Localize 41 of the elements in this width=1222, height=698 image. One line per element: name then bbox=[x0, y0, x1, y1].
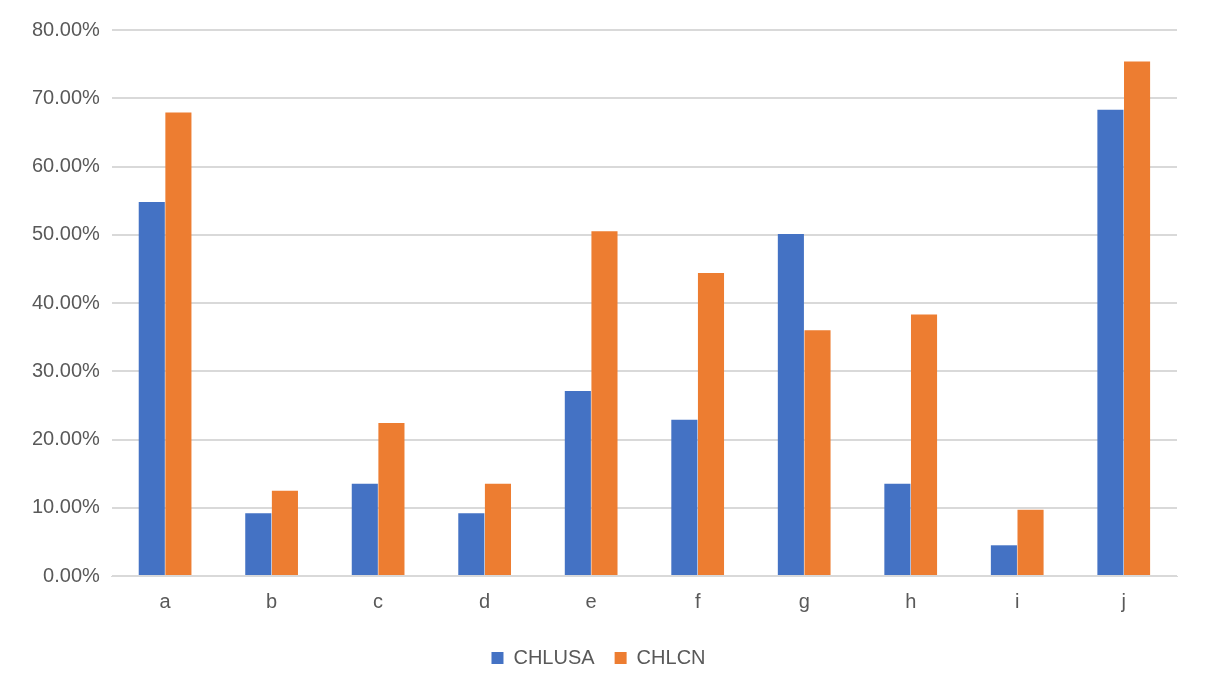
x-tick-label: f bbox=[694, 589, 701, 612]
bar bbox=[804, 330, 831, 575]
x-tick-label: b bbox=[266, 589, 278, 612]
bar bbox=[458, 513, 485, 575]
bar bbox=[1097, 109, 1124, 575]
legend-label: CHLCN bbox=[636, 645, 706, 668]
bar bbox=[777, 234, 804, 575]
y-tick-label: 60.00% bbox=[31, 154, 101, 177]
bar bbox=[138, 201, 165, 575]
bar bbox=[351, 483, 378, 575]
y-tick-label: 40.00% bbox=[31, 290, 101, 313]
x-tick-label: i bbox=[1015, 589, 1020, 612]
bar bbox=[564, 391, 591, 575]
bar bbox=[884, 483, 911, 575]
bar bbox=[165, 112, 192, 575]
bar bbox=[697, 272, 725, 575]
bar bbox=[990, 545, 1017, 575]
y-tick-label: 20.00% bbox=[31, 427, 101, 450]
bar bbox=[484, 483, 511, 575]
bar bbox=[378, 423, 405, 575]
x-tick-label: a bbox=[159, 589, 172, 612]
x-tick-label: g bbox=[798, 589, 810, 612]
y-tick-label: 70.00% bbox=[31, 85, 101, 108]
y-tick-label: 50.00% bbox=[31, 222, 101, 245]
bar bbox=[591, 231, 618, 575]
bar bbox=[910, 314, 938, 575]
x-tick-label: e bbox=[585, 589, 597, 612]
bar bbox=[245, 513, 272, 575]
bar bbox=[671, 419, 698, 575]
bar bbox=[271, 490, 298, 575]
y-tick-label: 30.00% bbox=[31, 358, 101, 381]
x-tick-label: h bbox=[905, 589, 917, 612]
x-tick-label: d bbox=[479, 589, 491, 612]
y-tick-label: 10.00% bbox=[31, 495, 101, 518]
legend-label: CHLUSA bbox=[513, 645, 596, 668]
x-tick-label: c bbox=[373, 589, 384, 612]
y-tick-label: 80.00% bbox=[31, 17, 101, 40]
bar bbox=[1124, 61, 1151, 575]
bar bbox=[1017, 509, 1044, 575]
y-tick-label: 0.00% bbox=[43, 563, 101, 586]
x-tick-label: j bbox=[1120, 589, 1126, 612]
